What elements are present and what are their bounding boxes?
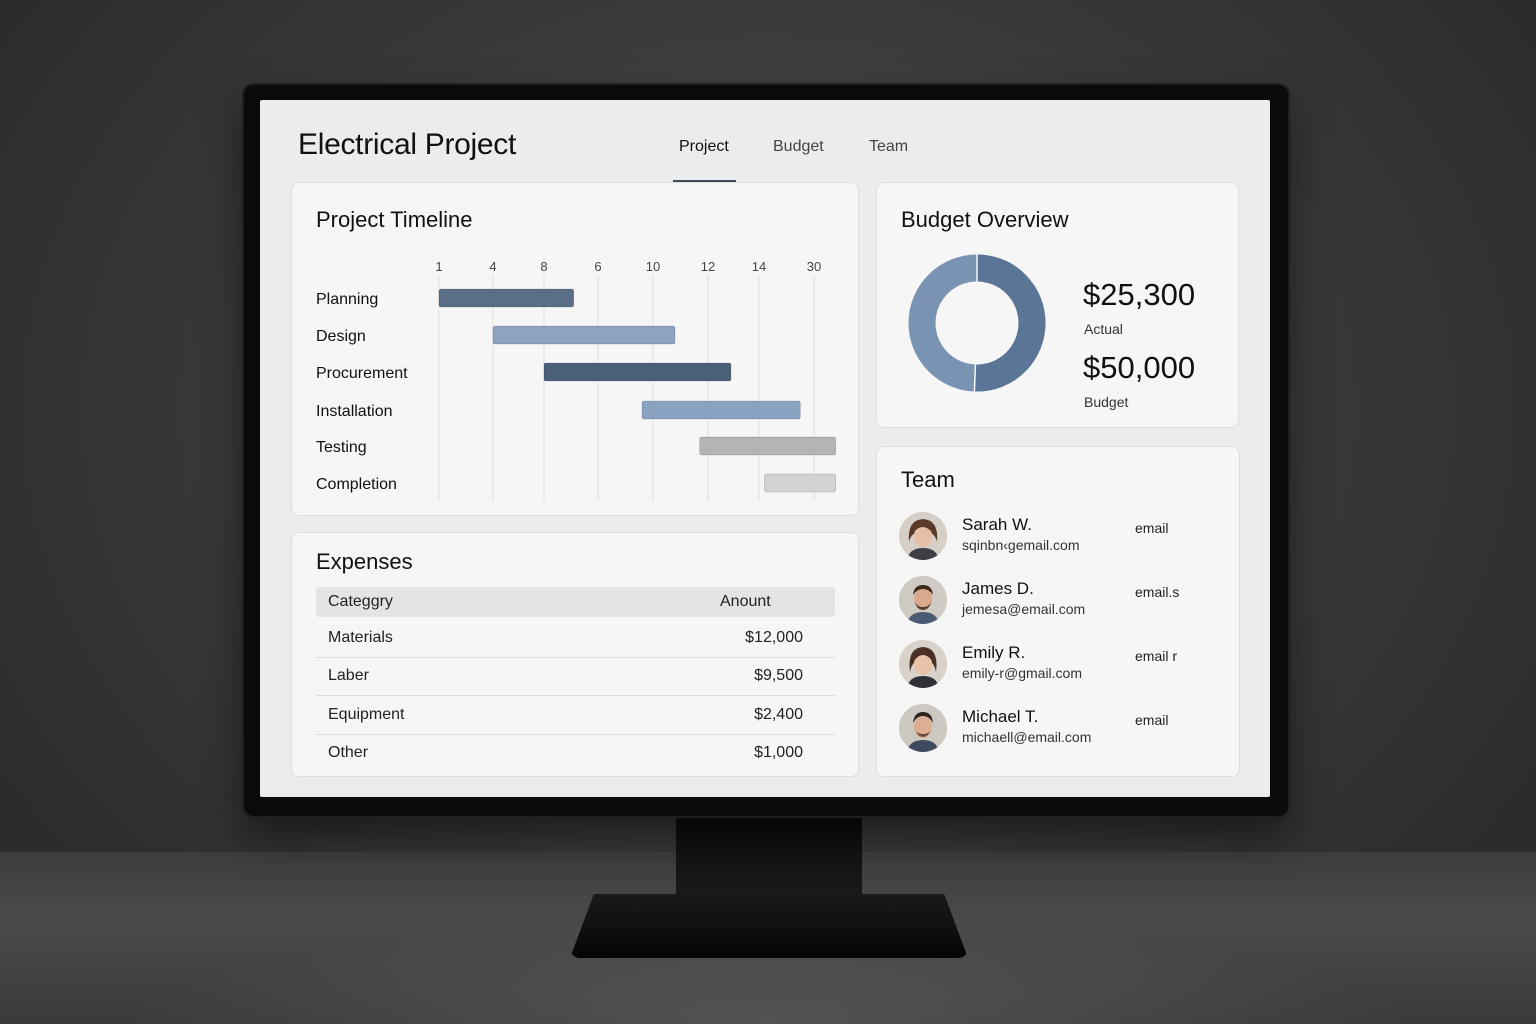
team-member: Michael T. michaell@email.com email bbox=[899, 704, 1229, 760]
gantt-bar[interactable] bbox=[543, 362, 732, 382]
column-header-category: Categgry bbox=[328, 593, 393, 610]
tick-label: 1 bbox=[435, 259, 442, 274]
expense-category: Materials bbox=[328, 629, 393, 646]
table-row: Equipment $2,400 bbox=[316, 697, 835, 735]
gantt-bar[interactable] bbox=[699, 436, 836, 456]
expenses-card: Expenses Categgry Anount Materials $12,0… bbox=[291, 532, 859, 777]
team-title: Team bbox=[901, 467, 955, 492]
email-link[interactable]: email r bbox=[1135, 648, 1178, 664]
avatar bbox=[899, 640, 947, 688]
gantt-bar[interactable] bbox=[764, 473, 836, 493]
tick-label: 14 bbox=[752, 259, 766, 274]
monitor-screen: Electrical Project Project Budget Team P… bbox=[260, 100, 1270, 797]
avatar bbox=[899, 512, 947, 560]
tick-label: 10 bbox=[646, 259, 660, 274]
email-link[interactable]: email bbox=[1135, 520, 1169, 536]
team-card: Team Sarah W. sqinbn‹gemail.com email bbox=[876, 446, 1240, 777]
member-name: Emily R. bbox=[962, 643, 1026, 662]
gantt-bar[interactable] bbox=[492, 325, 676, 345]
male-avatar-icon bbox=[899, 704, 947, 752]
team-member: Emily R. emily-r@gmail.com email r bbox=[899, 640, 1229, 696]
email-link[interactable]: email bbox=[1135, 712, 1169, 728]
member-name: James D. bbox=[962, 579, 1034, 598]
email-link[interactable]: email.s bbox=[1135, 584, 1180, 600]
tick-label: 12 bbox=[701, 259, 715, 274]
task-label: Installation bbox=[316, 403, 393, 420]
tab-team[interactable]: Team bbox=[869, 138, 909, 155]
column-header-amount: Anount bbox=[720, 593, 771, 610]
budget-title: Budget Overview bbox=[901, 207, 1069, 232]
member-email: emily-r@gmail.com bbox=[962, 665, 1082, 681]
task-label: Testing bbox=[316, 439, 367, 456]
budget-donut-chart bbox=[908, 254, 1046, 392]
project-timeline-card: Project Timeline 1 4 8 6 10 12 14 30 Planning Des… bbox=[291, 182, 859, 516]
gantt-chart: 1 4 8 6 10 12 14 30PlanningDesignProcurementIns… bbox=[316, 259, 836, 501]
member-name: Sarah W. bbox=[962, 515, 1032, 534]
budget-overview-card: Budget Overview $25,300 Actual $50,000 B… bbox=[876, 182, 1239, 428]
expense-amount: $9,500 bbox=[754, 667, 803, 684]
gantt-bar[interactable] bbox=[641, 400, 801, 420]
task-label: Design bbox=[316, 328, 366, 345]
table-row: Materials $12,000 bbox=[316, 620, 835, 658]
tick-label: 8 bbox=[540, 259, 547, 274]
female-avatar-icon bbox=[899, 640, 947, 688]
avatar bbox=[899, 704, 947, 752]
table-row: Laber $9,500 bbox=[316, 658, 835, 696]
expense-amount: $12,000 bbox=[745, 629, 803, 646]
page-title: Electrical Project bbox=[298, 128, 517, 161]
member-email: sqinbn‹gemail.com bbox=[962, 537, 1080, 553]
donut-segment-divider bbox=[973, 364, 977, 392]
expense-amount: $2,400 bbox=[754, 706, 803, 723]
tick-label: 4 bbox=[489, 259, 496, 274]
monitor-stand-neck bbox=[676, 812, 862, 904]
tick-label: 30 bbox=[807, 259, 821, 274]
task-label: Planning bbox=[316, 291, 378, 308]
expense-category: Other bbox=[328, 744, 369, 761]
active-tab-indicator bbox=[673, 180, 736, 182]
member-email: michaell@email.com bbox=[962, 729, 1092, 745]
tick-label: 6 bbox=[594, 259, 601, 274]
male-avatar-icon bbox=[899, 576, 947, 624]
task-label: Completion bbox=[316, 476, 397, 493]
member-email: jemesa@email.com bbox=[962, 601, 1086, 617]
expense-category: Laber bbox=[328, 667, 369, 684]
gantt-bar[interactable] bbox=[438, 288, 574, 308]
expense-amount: $1,000 bbox=[754, 744, 803, 761]
female-avatar-icon bbox=[899, 512, 947, 560]
task-label: Procurement bbox=[316, 365, 408, 382]
member-name: Michael T. bbox=[962, 707, 1039, 726]
team-member: Sarah W. sqinbn‹gemail.com email bbox=[899, 512, 1229, 568]
budget-amount: $50,000 bbox=[1083, 350, 1196, 385]
expense-category: Equipment bbox=[328, 706, 405, 723]
expenses-table-header: Categgry Anount bbox=[316, 587, 835, 617]
actual-label: Actual bbox=[1084, 321, 1123, 337]
timeline-title: Project Timeline bbox=[316, 207, 473, 232]
budget-label: Budget bbox=[1084, 394, 1129, 410]
expenses-title: Expenses bbox=[316, 549, 413, 574]
tab-project[interactable]: Project bbox=[679, 138, 729, 155]
team-member: James D. jemesa@email.com email.s bbox=[899, 576, 1229, 632]
actual-amount: $25,300 bbox=[1083, 277, 1196, 312]
avatar bbox=[899, 576, 947, 624]
tab-budget[interactable]: Budget bbox=[773, 138, 824, 155]
table-row: Other $1,000 bbox=[316, 735, 835, 773]
monitor-stand-base bbox=[570, 894, 968, 958]
